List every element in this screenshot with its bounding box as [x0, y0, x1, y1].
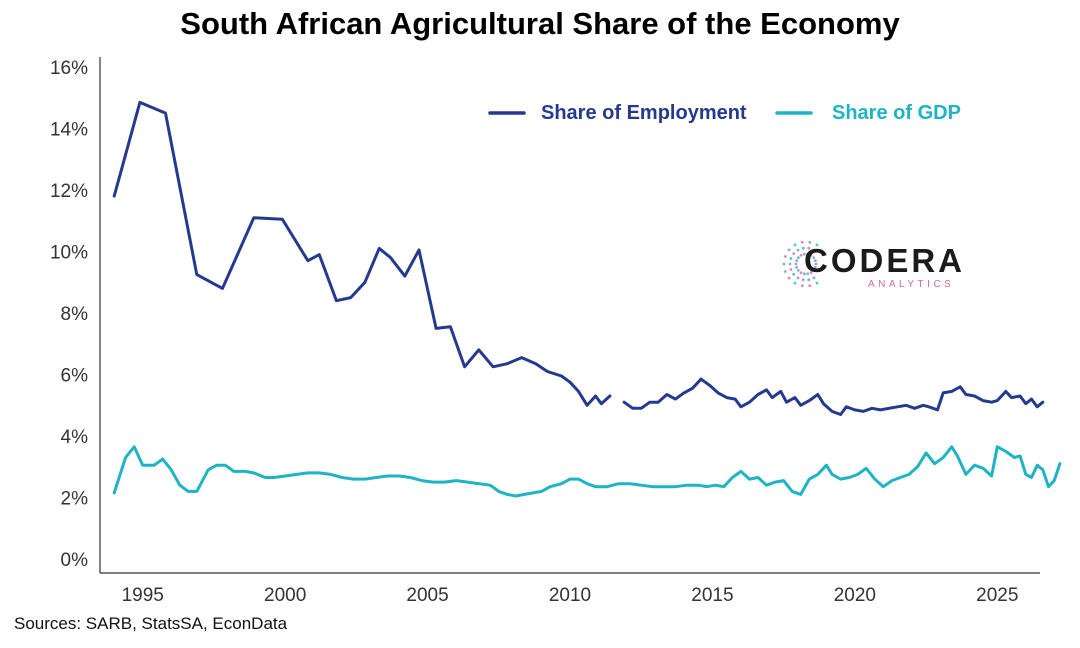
x-tick-label: 2020	[834, 585, 876, 606]
source-note: Sources: SARB, StatsSA, EconData	[14, 614, 288, 633]
logo-dot-mark-icon	[782, 240, 819, 288]
y-tick-labels: 0% 2% 4% 6% 8% 10% 12% 14% 16%	[50, 58, 88, 571]
chart-axes	[99, 57, 1040, 574]
series-line-employment	[622, 377, 1045, 416]
y-tick-label: 4%	[61, 427, 89, 448]
x-tick-label: 2005	[406, 585, 448, 606]
legend-label-employment: Share of Employment	[541, 102, 747, 124]
legend-label-gdp: Share of GDP	[832, 102, 961, 124]
logo-subtitle: ANALYTICS	[868, 279, 955, 290]
series-line-gdp	[112, 445, 1062, 498]
y-tick-label: 8%	[61, 304, 89, 325]
y-tick-label: 6%	[61, 366, 89, 387]
chart-title: South African Agricultural Share of the …	[180, 6, 900, 41]
x-tick-label: 1995	[122, 585, 164, 606]
codera-logo: CODERA ANALYTICS	[782, 232, 972, 296]
x-tick-labels: 1995 2000 2005 2010 2015 2020 2025	[122, 585, 1019, 606]
x-tick-label: 2000	[264, 585, 306, 606]
legend: Share of Employment Share of GDP	[488, 102, 961, 124]
y-tick-label: 14%	[50, 120, 88, 141]
y-tick-label: 2%	[61, 489, 89, 510]
logo-wordmark: CODERA	[804, 242, 966, 279]
y-tick-label: 16%	[50, 58, 88, 79]
y-tick-label: 12%	[50, 181, 88, 202]
series-line-employment	[112, 100, 612, 407]
x-tick-label: 2010	[549, 585, 591, 606]
series-lines	[112, 100, 1062, 498]
y-tick-label: 10%	[50, 243, 88, 264]
x-tick-label: 2015	[691, 585, 733, 606]
x-tick-label: 2025	[976, 585, 1018, 606]
y-tick-label: 0%	[61, 550, 89, 571]
